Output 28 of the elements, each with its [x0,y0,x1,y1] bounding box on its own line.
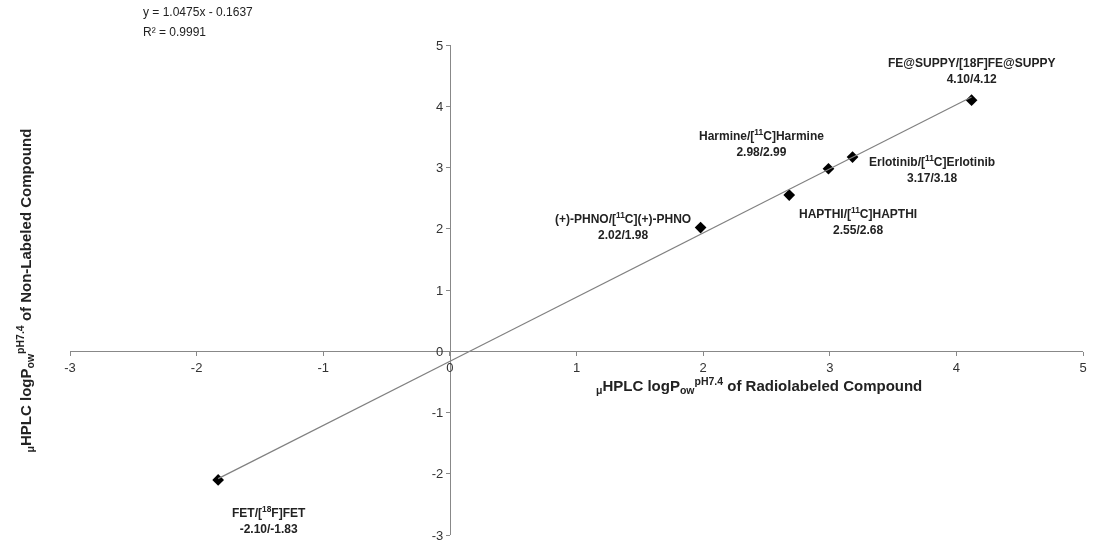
y-tick-label: 4 [436,98,444,114]
x-axis-title: $_{μ}$HPLC logP$_{ow}$$^{pH7.4}$ of Radiolabeled Compound [596,375,923,397]
annotation: Harmine/[$^{11}$C]Harmine 2.98/2.99 [699,127,825,159]
y-tick-label: 1 [436,282,444,298]
y-tick-label: -3 [431,527,444,543]
point [783,189,796,201]
text: y = 1.0475x - 0.1637 [143,5,254,19]
x-tick-label: -3 [64,359,76,375]
x-tick-label: -1 [317,359,330,375]
annotation: FE@SUPPY/[18F]FE@SUPPY 4.10/4.12 [888,56,1056,86]
y-tick-label: -1 [431,405,444,421]
text: R² = 0.9991 [143,25,207,39]
y-tick-label: 5 [436,37,444,53]
y-tick-label: -2 [431,466,444,482]
y-tick-label: 3 [436,160,444,176]
point [694,221,707,234]
y-tick-label: 2 [436,221,444,237]
x-tick-label: 5 [1079,359,1087,375]
x-tick-label: 1 [572,359,581,375]
x-tick-label: 4 [952,359,960,375]
annotation: HAPTHI/[$^{11}$C]HAPTHI 2.55/2.68 [799,205,918,237]
annotation: FET/[$^{18}$F]FET -2.10/-1.83 [232,504,306,536]
annotation: Erlotinib/[$^{11}$C]Erlotinib 3.17/3.18 [869,153,996,185]
x-tick-label: -2 [190,359,203,375]
annotation: (+)-PHNO/[$^{11}$C](+)-PHNO 2.02/1.98 [555,210,692,242]
x-tick-label: 2 [699,359,707,375]
point [212,474,224,486]
x-tick-label: 3 [826,359,834,375]
